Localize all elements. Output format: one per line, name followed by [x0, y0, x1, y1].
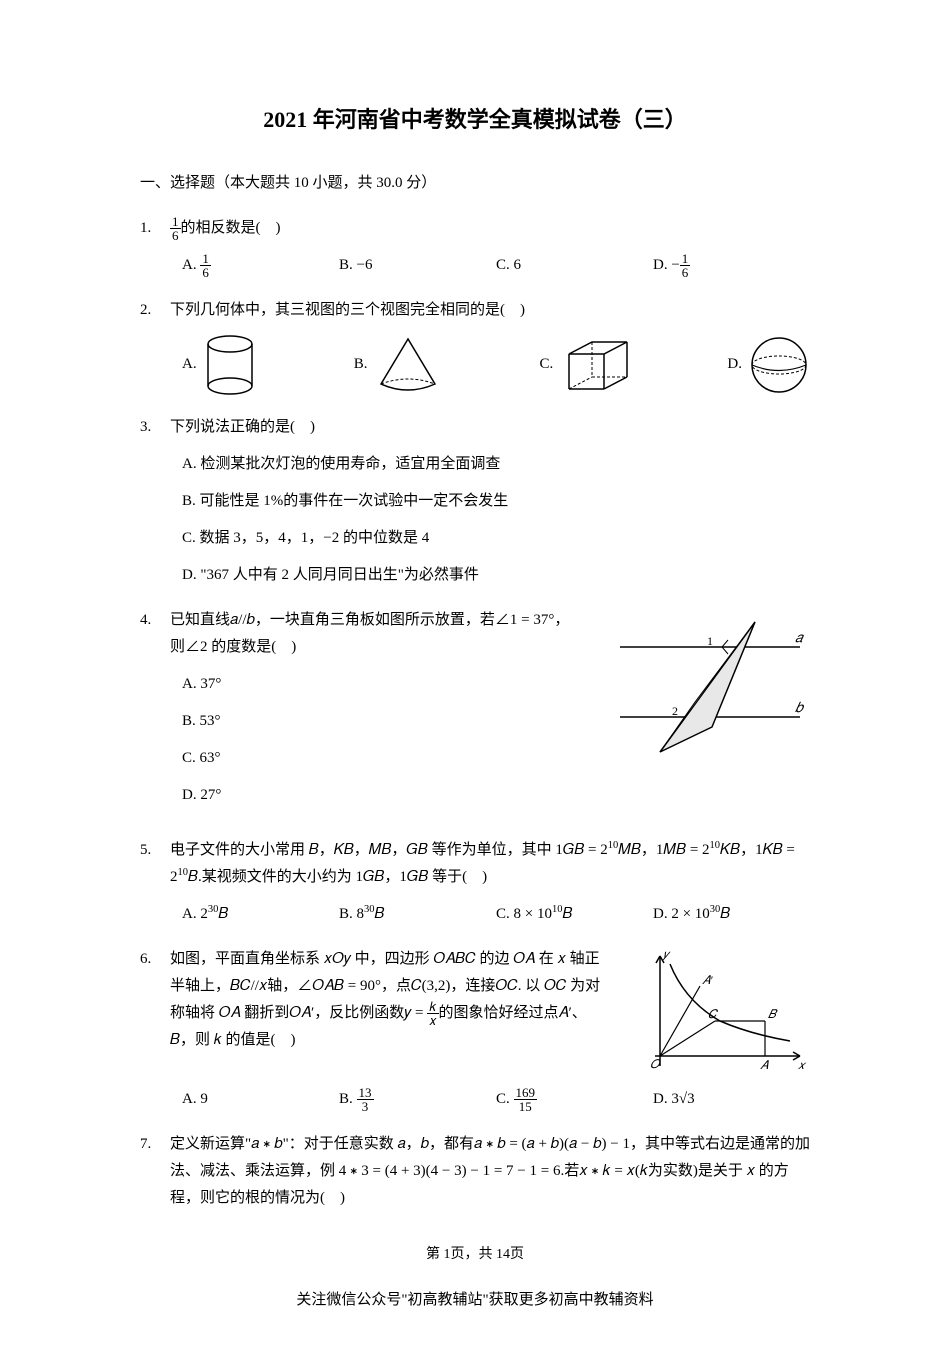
q5-opt-a: A. 230𝐵: [182, 901, 339, 928]
section-header: 一、选择题（本大题共 10 小题，共 30.0 分）: [140, 170, 810, 197]
q2-opt-d: D.: [727, 334, 810, 396]
question-3: 3. 下列说法正确的是( ) A. 检测某批次灯泡的使用寿命，适宜用全面调查 B…: [140, 414, 810, 589]
svg-text:2: 2: [672, 704, 678, 718]
cylinder-icon: [203, 334, 258, 396]
q4-opt-c: C. 63°: [182, 745, 580, 772]
q7-text: 定义新运算"𝑎 ∗ 𝑏"：对于任意实数 𝑎，𝑏，都有𝑎 ∗ 𝑏 = (𝑎 + 𝑏…: [170, 1131, 810, 1212]
q5-text: 电子文件的大小常用 𝐵，𝐾𝐵，𝑀𝐵，𝐺𝐵 等作为单位，其中 1𝐺𝐵 = 210𝑀…: [170, 837, 810, 891]
svg-text:𝑦: 𝑦: [661, 947, 671, 961]
page-footer: 第 1页，共 14页: [140, 1242, 810, 1267]
sphere-icon: [748, 334, 810, 396]
q1-opt-d: D. −16: [653, 252, 810, 279]
q1-opt-b: B. −6: [339, 252, 496, 279]
question-4: 4. 已知直线𝑎//𝑏，一块直角三角板如图所示放置，若∠1 = 37°，则∠2 …: [140, 607, 810, 819]
q1-fraction: 16: [170, 215, 181, 242]
svg-text:𝐴′: 𝐴′: [702, 973, 713, 987]
q3-opt-a: A. 检测某批次灯泡的使用寿命，适宜用全面调查: [182, 451, 810, 478]
svg-text:𝑏: 𝑏: [795, 701, 805, 716]
q5-number: 5.: [140, 837, 151, 864]
question-6: 6. 如图，平面直角坐标系 𝑥𝑂𝑦 中，四边形 𝑂𝐴𝐵𝐶 的边 𝑂𝐴 在 𝑥 轴…: [140, 946, 810, 1113]
q4-opt-a: A. 37°: [182, 671, 580, 698]
q3-text: 下列说法正确的是( ): [170, 414, 810, 441]
svg-text:𝐴: 𝐴: [760, 1058, 769, 1072]
q3-opt-c: C. 数据 3，5，4，1，−2 的中位数是 4: [182, 525, 810, 552]
q2-text: 下列几何体中，其三视图的三个视图完全相同的是( ): [170, 297, 810, 324]
q4-number: 4.: [140, 607, 151, 634]
q3-number: 3.: [140, 414, 151, 441]
q6-opt-d: D. 3√3: [653, 1086, 810, 1113]
q1-text: 16的相反数是( ): [170, 215, 810, 242]
page-title: 2021 年河南省中考数学全真模拟试卷（三）: [140, 100, 810, 140]
q2-opt-a: A.: [182, 334, 258, 396]
q7-number: 7.: [140, 1131, 151, 1158]
q6-number: 6.: [140, 946, 151, 973]
question-2: 2. 下列几何体中，其三视图的三个视图完全相同的是( ) A. B. C.: [140, 297, 810, 396]
prism-icon: [559, 334, 631, 396]
q4-opt-d: D. 27°: [182, 782, 580, 809]
q2-opt-c: C.: [540, 334, 632, 396]
page-note: 关注微信公众号"初高教辅站"获取更多初高中教辅资料: [140, 1287, 810, 1314]
q4-text: 已知直线𝑎//𝑏，一块直角三角板如图所示放置，若∠1 = 37°，则∠2 的度数…: [170, 607, 580, 661]
q6-diagram: 𝑦 𝑥 𝑂 𝐴 𝐵 𝐶 𝐴′: [630, 946, 810, 1086]
q6-text: 如图，平面直角坐标系 𝑥𝑂𝑦 中，四边形 𝑂𝐴𝐵𝐶 的边 𝑂𝐴 在 𝑥 轴正半轴…: [170, 946, 610, 1054]
svg-text:𝑂: 𝑂: [650, 1057, 661, 1071]
q4-opt-b: B. 53°: [182, 708, 580, 735]
q2-opt-b: B.: [354, 334, 444, 396]
q1-opt-c: C. 6: [496, 252, 653, 279]
q3-opt-d: D. "367 人中有 2 人同月同日出生"为必然事件: [182, 562, 810, 589]
question-1: 1. 16的相反数是( ) A. 16 B. −6 C. 6 D. −16: [140, 215, 810, 279]
question-5: 5. 电子文件的大小常用 𝐵，𝐾𝐵，𝑀𝐵，𝐺𝐵 等作为单位，其中 1𝐺𝐵 = 2…: [140, 837, 810, 928]
q1-opt-a: A. 16: [182, 252, 339, 279]
svg-text:𝑥: 𝑥: [798, 1058, 807, 1072]
q5-opt-d: D. 2 × 1030𝐵: [653, 901, 810, 928]
q6-opt-b: B. 133: [339, 1086, 496, 1113]
cone-icon: [373, 334, 443, 396]
svg-text:𝑎: 𝑎: [795, 631, 805, 646]
q3-opt-b: B. 可能性是 1%的事件在一次试验中一定不会发生: [182, 488, 810, 515]
q1-number: 1.: [140, 215, 151, 242]
q2-number: 2.: [140, 297, 151, 324]
svg-text:𝐵: 𝐵: [768, 1007, 778, 1021]
q6-opt-a: A. 9: [182, 1086, 339, 1113]
q5-opt-b: B. 830𝐵: [339, 901, 496, 928]
q5-opt-c: C. 8 × 1010𝐵: [496, 901, 653, 928]
q4-diagram: 𝑎 𝑏 1 2: [600, 607, 810, 819]
question-7: 7. 定义新运算"𝑎 ∗ 𝑏"：对于任意实数 𝑎，𝑏，都有𝑎 ∗ 𝑏 = (𝑎 …: [140, 1131, 810, 1212]
q6-opt-c: C. 16915: [496, 1086, 653, 1113]
svg-text:1: 1: [707, 634, 713, 648]
